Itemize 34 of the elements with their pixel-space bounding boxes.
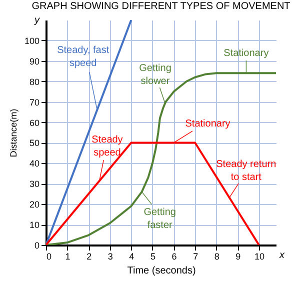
x-tick-label: 7	[193, 252, 198, 262]
x-tick-label: 1	[65, 252, 70, 262]
y-tick-label: 0	[34, 240, 40, 250]
annotation: Steady speed	[92, 134, 123, 159]
y-tick-label: 30	[29, 179, 40, 190]
y-tick-label: 50	[29, 138, 40, 148]
x-tick-label: 3	[108, 252, 113, 262]
x-tick-label: 6	[172, 252, 177, 262]
y-tick-label: 60	[29, 118, 40, 128]
y-tick-label: 20	[29, 200, 40, 210]
y-axis-title: Distance(m)	[8, 108, 18, 158]
x-tick-label: 5	[150, 252, 156, 262]
y-tick-label: 90	[29, 56, 40, 66]
chart-title: GRAPH SHOWING DIFFERENT TYPES OF MOVEMENT	[32, 1, 290, 12]
x-tick-label: 8	[214, 252, 220, 262]
y-tick-label: 70	[29, 97, 40, 108]
annotation: Getting slower	[139, 62, 172, 87]
y-tick-label: 80	[29, 76, 40, 87]
x-tick-label: 4	[129, 252, 134, 262]
annotation: Stationary	[185, 118, 230, 130]
x-tick-label: 0	[46, 252, 52, 262]
annotation: Steady, fast speed	[57, 45, 110, 69]
y-tick-label: 10	[29, 220, 40, 230]
annotation: Steady return to start	[216, 158, 276, 183]
text: y	[34, 15, 40, 26]
annotation: Stationary	[224, 48, 269, 60]
x-tick-label: 2	[86, 252, 92, 262]
x-tick-label: 9	[236, 252, 241, 262]
annotation: Getting faster	[144, 206, 176, 231]
x-tick-label: 10	[254, 252, 264, 262]
text: x	[278, 250, 286, 261]
y-tick-label: 40	[29, 158, 40, 169]
x-axis-title: Time (seconds)	[127, 266, 196, 276]
y-tick-label: 100	[24, 36, 40, 46]
